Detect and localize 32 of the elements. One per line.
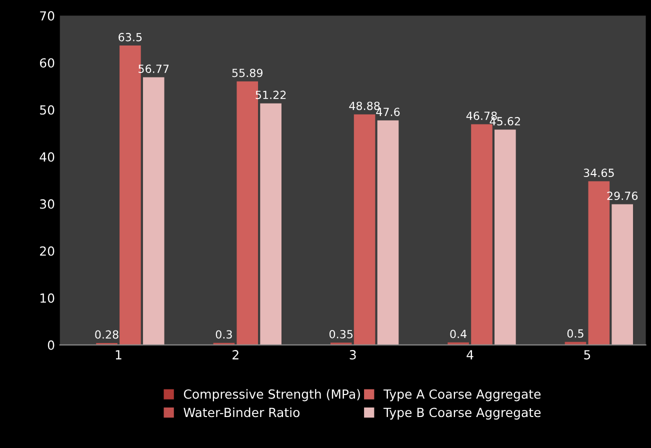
data-label: 0.3 — [216, 330, 232, 339]
y-tick-label: 60 — [40, 58, 54, 68]
data-label: 63.5 — [118, 32, 142, 42]
y-tick-label: 70 — [40, 11, 54, 21]
x-tick-label: 3 — [350, 350, 356, 360]
bar — [354, 114, 376, 345]
bar — [377, 120, 399, 345]
data-label: 55.89 — [232, 68, 263, 78]
bar — [494, 130, 516, 345]
y-tick-label: 0 — [48, 340, 54, 350]
x-tick-label: 5 — [584, 350, 590, 360]
bar — [142, 77, 164, 345]
data-label: 0.4 — [450, 330, 467, 338]
data-label: 34.65 — [584, 168, 614, 178]
y-tick-label: 20 — [40, 246, 54, 256]
legend-label: Water-Binder Ratio — [184, 407, 300, 418]
x-tick-label: 2 — [232, 350, 238, 360]
bar — [260, 103, 282, 345]
y-tick-label: 50 — [40, 105, 54, 115]
y-tick-label: 30 — [40, 199, 54, 209]
data-label: 0.35 — [329, 330, 353, 338]
legend-label: Compressive Strength (MPa) — [184, 389, 360, 402]
y-tick-label: 40 — [40, 152, 54, 162]
x-tick-label: 4 — [466, 350, 474, 360]
legend-label: Type B Coarse Aggregate — [383, 408, 541, 420]
bar — [612, 204, 634, 345]
y-tick-label: 10 — [40, 293, 54, 303]
legend-label: Type A Coarse Aggregate — [383, 389, 541, 402]
bar — [471, 124, 492, 345]
data-label: 0.5 — [567, 329, 584, 338]
data-label: 0.28 — [95, 330, 118, 339]
x-tick-label: 1 — [116, 350, 122, 360]
